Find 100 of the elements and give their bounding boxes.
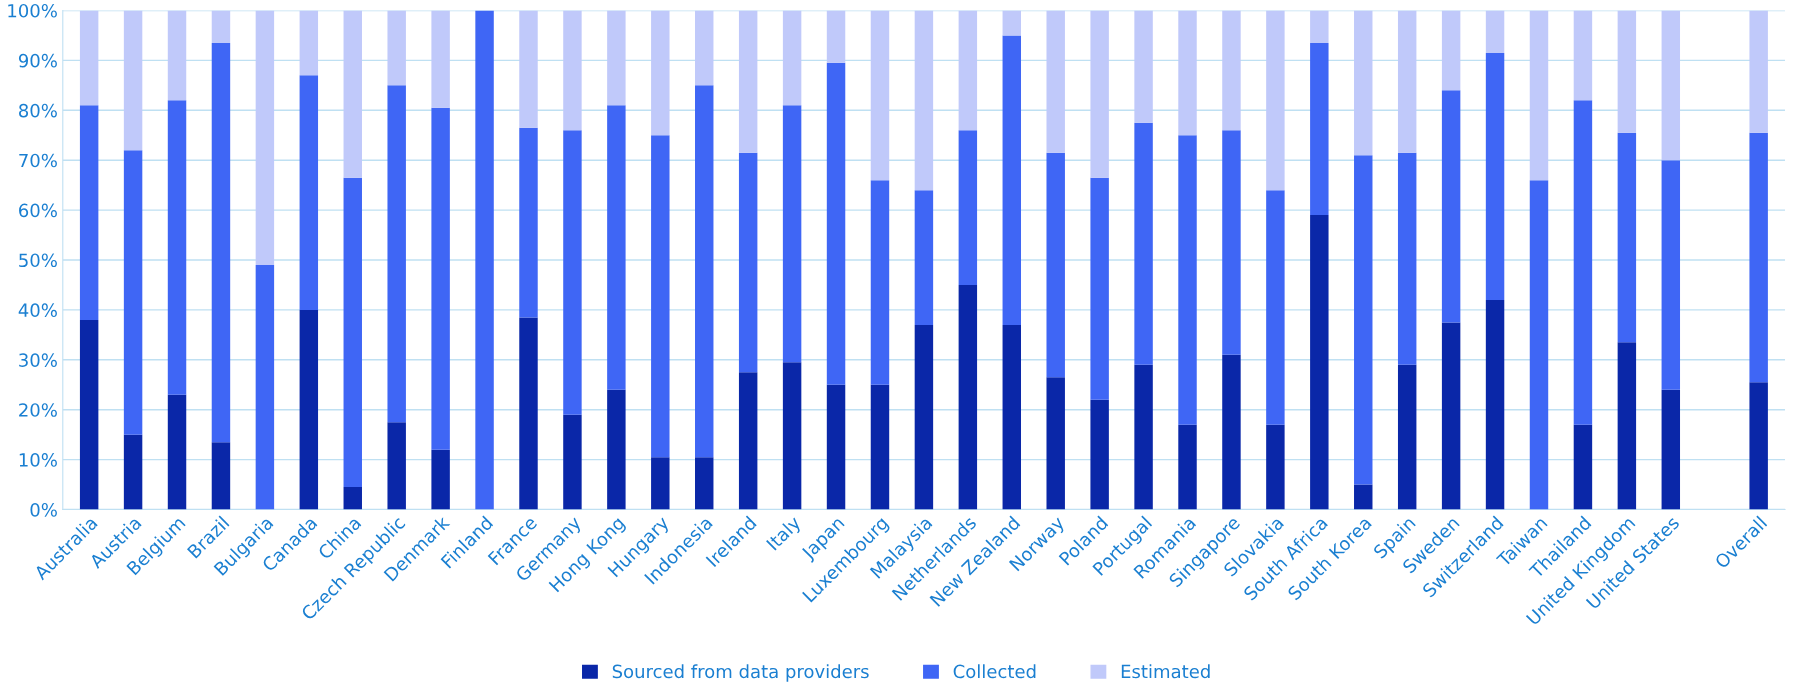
bar (1573, 10, 1593, 101)
bar (79, 105, 99, 320)
bar (738, 152, 758, 373)
bar (1002, 35, 1022, 325)
bar (738, 372, 758, 510)
y-tick-label: 40% (18, 303, 57, 318)
bar (211, 42, 231, 443)
bar (1485, 10, 1505, 53)
bar (1573, 424, 1593, 510)
bar (563, 414, 582, 510)
bar (870, 384, 890, 510)
bar (299, 10, 319, 76)
bar (1266, 190, 1285, 425)
legend-label: Estimated (1121, 664, 1210, 679)
bar (782, 362, 802, 510)
bar (1090, 10, 1109, 178)
bar (1046, 377, 1065, 510)
bar (431, 449, 450, 510)
bar (958, 284, 978, 510)
bar (1354, 10, 1373, 156)
bar (1046, 152, 1065, 378)
bar (1485, 52, 1505, 300)
bar (255, 10, 275, 265)
bar (211, 442, 231, 510)
bar (1222, 10, 1241, 131)
y-tick-label: 30% (19, 353, 57, 367)
bar (870, 10, 890, 181)
bar (958, 10, 978, 131)
bar (1397, 10, 1417, 153)
bar (79, 10, 99, 106)
bar (1529, 10, 1549, 181)
y-tick-label: 100% (8, 3, 57, 18)
bar (1485, 299, 1505, 510)
bar (519, 317, 538, 510)
bar (1178, 424, 1197, 510)
bar (1441, 90, 1461, 323)
bar (914, 190, 934, 325)
bar (607, 389, 626, 510)
bar (1749, 382, 1768, 510)
bar (1661, 389, 1681, 510)
y-tick-label: 10% (19, 453, 57, 467)
bar (1222, 130, 1241, 355)
bar (1749, 132, 1768, 383)
bar (782, 105, 802, 363)
bar (1266, 424, 1285, 510)
bar (387, 10, 406, 86)
bar (387, 85, 406, 423)
bar (1617, 132, 1637, 343)
bar (695, 85, 714, 458)
bar (255, 265, 275, 510)
y-tick-label: 0% (30, 503, 57, 517)
bar (123, 150, 143, 435)
y-tick-label: 50% (19, 253, 57, 268)
bar (1749, 10, 1768, 133)
bar (738, 10, 758, 153)
bar (387, 422, 406, 510)
bar (1310, 10, 1329, 43)
bar (299, 75, 319, 310)
bar (1354, 484, 1373, 510)
y-tick-label: 60% (19, 203, 57, 218)
bar (1441, 322, 1461, 510)
bar (299, 309, 319, 510)
y-tick-label: 80% (19, 103, 57, 118)
y-tick-label: 90% (18, 53, 57, 68)
bar (607, 10, 626, 106)
bar (1046, 10, 1065, 153)
bar (1310, 215, 1329, 510)
bar (1134, 364, 1153, 510)
bar (826, 10, 846, 63)
bar (563, 10, 582, 131)
bar (343, 487, 362, 510)
bar (343, 177, 362, 488)
bar (431, 107, 450, 450)
bar (607, 105, 626, 390)
bar (914, 324, 934, 510)
bar (167, 10, 187, 101)
bar (167, 100, 187, 395)
bar (123, 434, 143, 510)
bar (651, 10, 670, 136)
bar (1354, 155, 1373, 485)
bar (958, 130, 978, 285)
bar (343, 10, 362, 178)
bar (870, 180, 890, 385)
bar (1002, 324, 1022, 510)
bar (1178, 10, 1197, 136)
bar (695, 10, 714, 86)
bar (1397, 364, 1417, 510)
bar (563, 130, 582, 415)
bar (695, 457, 714, 510)
bar (1617, 10, 1637, 133)
bar (123, 10, 143, 151)
bar (167, 394, 187, 510)
y-tick-label: 20% (19, 403, 57, 417)
bar (782, 10, 802, 106)
bar (651, 135, 670, 458)
bar (1134, 10, 1153, 123)
bar (1090, 399, 1109, 510)
bar (1134, 122, 1153, 365)
bar (519, 127, 538, 318)
bar (1529, 180, 1549, 510)
